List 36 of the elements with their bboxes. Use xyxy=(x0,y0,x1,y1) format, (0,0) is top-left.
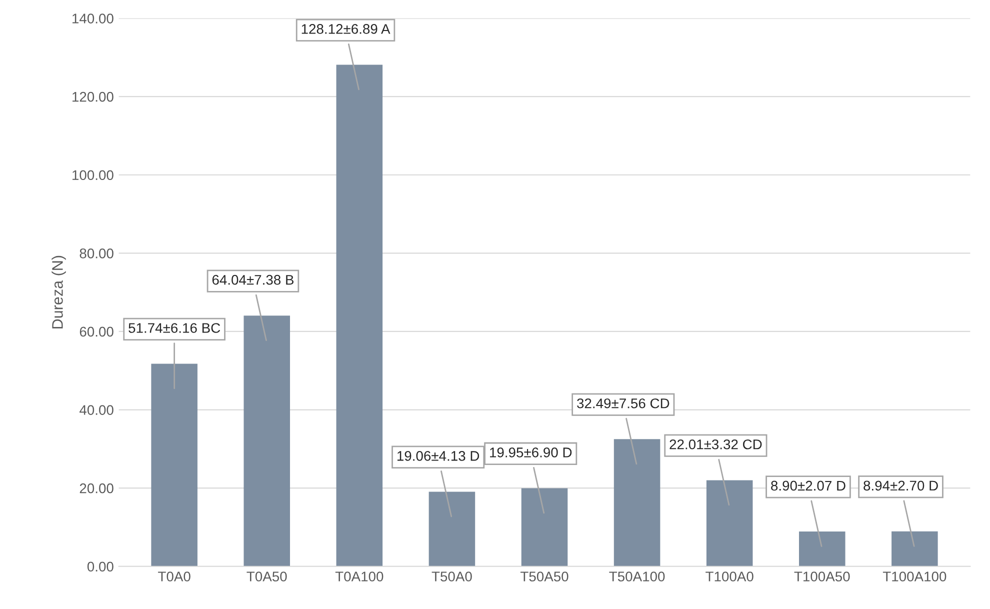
bar xyxy=(336,64,383,566)
x-tick-label: T0A0 xyxy=(158,572,190,582)
y-axis-title: Dureza (N) xyxy=(52,256,66,328)
data-label: 19.95±6.90 D xyxy=(490,448,572,458)
y-tick-label: 40.00 xyxy=(80,405,114,415)
data-label: 8.94±2.70 D xyxy=(864,480,938,491)
bar xyxy=(521,488,568,566)
y-tick-label: 140.00 xyxy=(72,14,114,24)
data-label: 51.74±6.16 BC xyxy=(128,323,220,333)
y-tick-label: 0.00 xyxy=(87,562,114,572)
data-label: 128.12±6.89 A xyxy=(302,24,390,34)
x-tick-label: T50A100 xyxy=(609,572,665,582)
data-label: 22.01±3.32 CD xyxy=(670,439,762,450)
x-tick-label: T0A50 xyxy=(246,572,287,582)
bar xyxy=(151,364,198,566)
data-label: 64.04±7.38 B xyxy=(212,274,294,285)
bar xyxy=(428,492,476,566)
y-tick-label: 80.00 xyxy=(80,248,114,258)
x-tick-label: T0A100 xyxy=(335,572,384,582)
bar xyxy=(798,532,846,566)
x-tick-label: T100A0 xyxy=(706,572,754,582)
y-tick-label: 100.00 xyxy=(72,170,114,180)
bar xyxy=(706,480,753,566)
data-label: 19.06±4.13 D xyxy=(397,451,480,461)
data-label: 8.90±2.07 D xyxy=(771,480,846,491)
x-tick-label: T100A50 xyxy=(794,572,850,582)
y-tick-label: 120.00 xyxy=(72,92,114,102)
data-label: 32.49±7.56 CD xyxy=(577,398,670,408)
bar xyxy=(244,316,290,566)
x-tick-label: T100A100 xyxy=(882,572,946,582)
y-tick-label: 60.00 xyxy=(80,326,114,337)
y-tick-label: 20.00 xyxy=(80,483,114,494)
bar xyxy=(614,439,660,566)
x-tick-label: T50A0 xyxy=(432,572,472,582)
x-tick-label: T50A50 xyxy=(520,572,568,582)
bar xyxy=(892,531,938,566)
